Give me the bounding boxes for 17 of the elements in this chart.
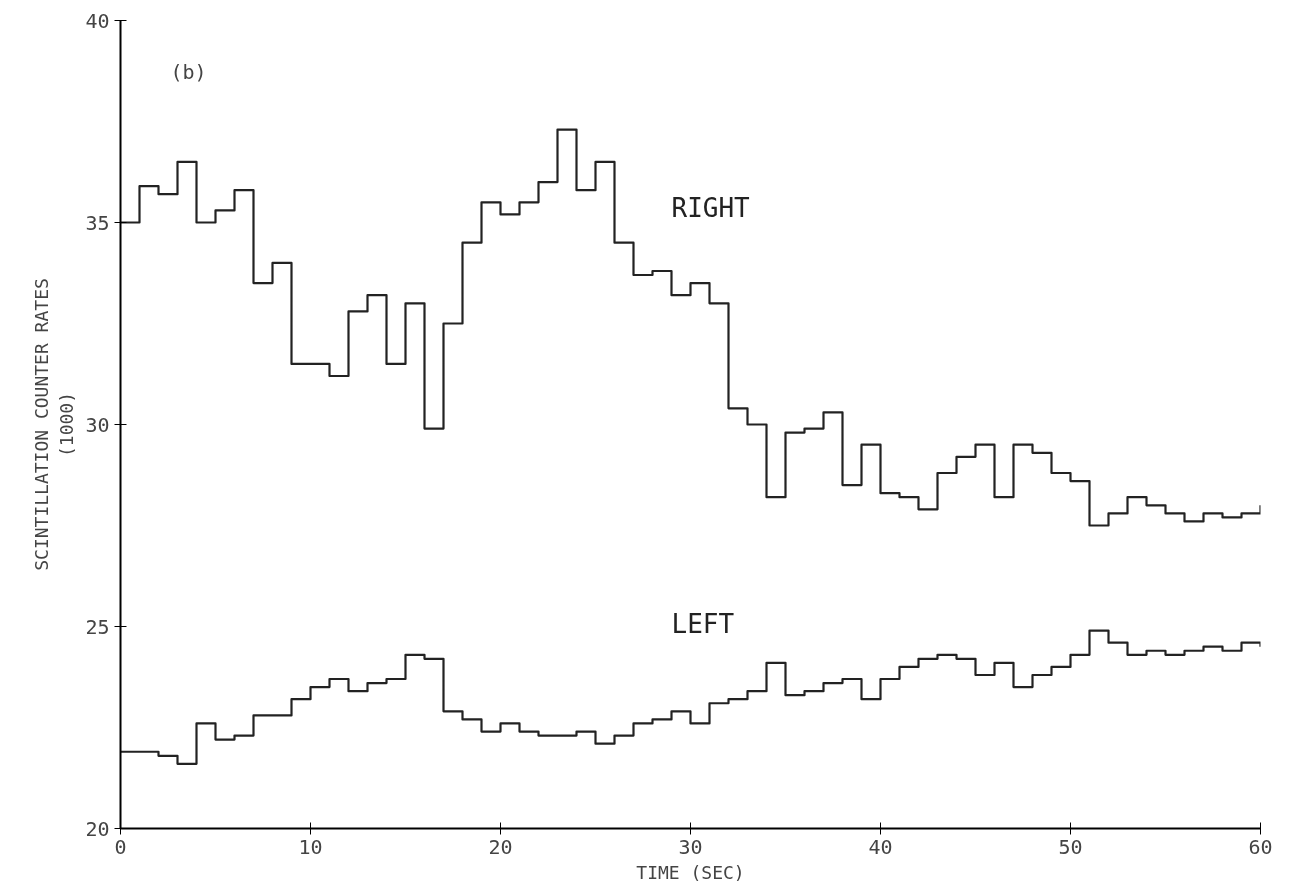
y-axis-title: SCINTILLATION COUNTER RATES (1000): [31, 278, 78, 571]
x-tick-label: 40: [868, 834, 893, 859]
x-axis-title: TIME (SEC): [636, 861, 745, 883]
x-tick-label: 0: [114, 834, 127, 859]
y-tick-label: 40: [85, 8, 110, 33]
x-tick-label: 50: [1058, 834, 1083, 859]
annotation: (b): [170, 59, 207, 84]
y-tick-label: 30: [85, 412, 110, 437]
series-label: LEFT: [671, 608, 735, 639]
x-tick-label: 60: [1248, 834, 1273, 859]
y-tick-label: 20: [85, 816, 110, 841]
y-tick-label: 25: [85, 614, 110, 639]
x-tick-label: 30: [678, 834, 703, 859]
x-tick-label: 20: [488, 834, 513, 859]
x-tick-label: 10: [298, 834, 323, 859]
series-label: RIGHT: [671, 192, 751, 223]
y-tick-label: 35: [85, 210, 110, 235]
